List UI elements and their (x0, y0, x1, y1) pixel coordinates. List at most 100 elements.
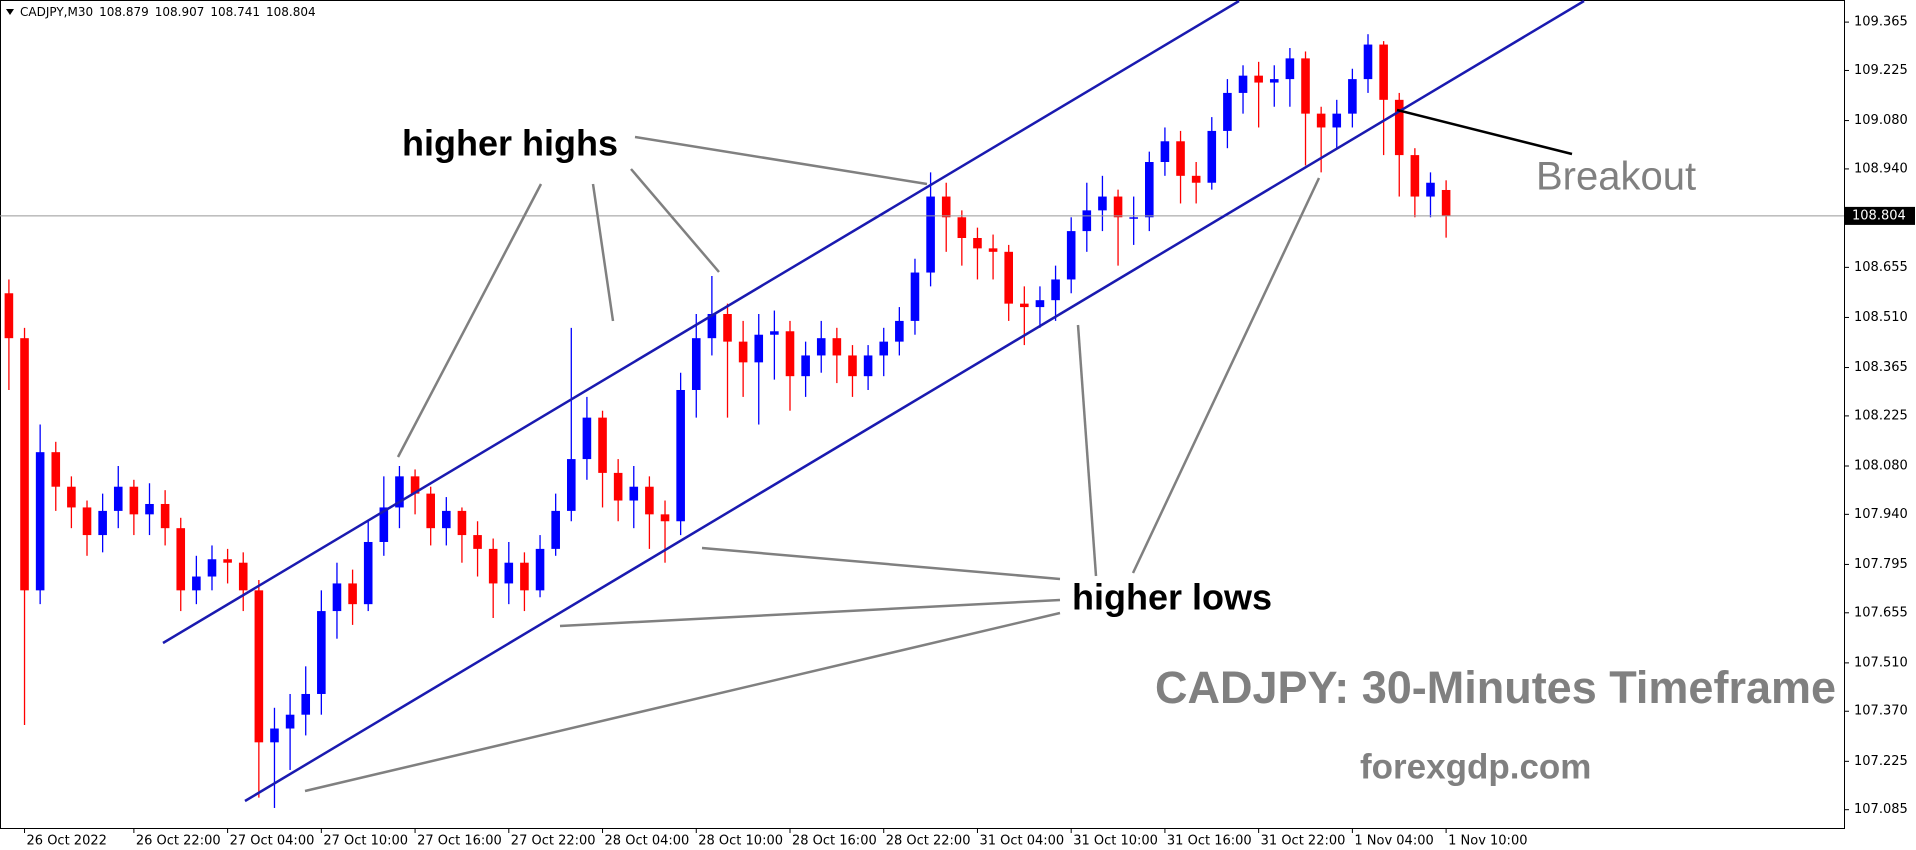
candle-body (1004, 251, 1013, 304)
candle-body (1051, 279, 1060, 301)
candle-body (1269, 79, 1279, 83)
candle-body (723, 313, 732, 342)
candle-body (535, 548, 545, 591)
menu-icon[interactable] (6, 9, 14, 15)
price-label-box (1845, 206, 1915, 225)
candle-body (129, 486, 139, 515)
candle-body (1082, 210, 1092, 232)
x-tick-label: 31 Oct 04:00 (979, 834, 1064, 849)
candle-body (1020, 303, 1029, 308)
candle-body (1332, 113, 1342, 128)
pointer (1131, 177, 1321, 574)
x-tick-label: 28 Oct 10:00 (698, 834, 783, 849)
pointer (1076, 324, 1098, 577)
x-tick-label: 31 Oct 16:00 (1167, 834, 1252, 849)
candle-body (1066, 231, 1076, 280)
candle-body (254, 590, 264, 743)
candle-body (848, 355, 857, 377)
candle-body (4, 293, 14, 339)
x-tick-label: 28 Oct 04:00 (605, 834, 690, 849)
candle-body (1129, 217, 1138, 219)
candle-body (801, 355, 810, 377)
candle-body (1426, 182, 1435, 197)
y-tick-label: 108.080 (1854, 458, 1908, 473)
candle-body (770, 331, 779, 335)
candle-body (67, 486, 76, 508)
y-tick-label: 107.940 (1854, 507, 1908, 522)
candle-body (332, 583, 342, 612)
pointer (630, 168, 720, 273)
candle-body (20, 338, 29, 591)
candle-body (941, 196, 951, 218)
pointers (304, 108, 1573, 793)
pointer (1396, 108, 1573, 156)
candle-body (582, 417, 592, 460)
candle-body (238, 562, 248, 591)
candle-body (879, 341, 889, 356)
candle-body (1441, 189, 1451, 216)
candle-body (785, 331, 795, 377)
y-tick-label: 108.655 (1854, 260, 1908, 275)
y-tick-label: 108.225 (1854, 408, 1908, 423)
candle-body (629, 486, 639, 501)
pointer (396, 183, 543, 458)
candle-body (1113, 196, 1123, 218)
candle-body (51, 452, 61, 487)
header-value: 108.907 (155, 5, 205, 19)
candle-body (348, 583, 357, 605)
candle-body (192, 576, 201, 591)
pointer (559, 598, 1061, 628)
candle-body (1410, 155, 1420, 197)
x-tick-label: 27 Oct 16:00 (417, 834, 502, 849)
y-tick-label: 109.225 (1854, 63, 1908, 78)
header-value: 108.879 (99, 5, 149, 19)
candle-body (1285, 58, 1295, 80)
header: CADJPY,M30 108.879 108.907 108.741 108.804 (20, 5, 316, 19)
candle-body (207, 559, 217, 577)
candle-body (910, 272, 920, 321)
watermark: forexgdp.com (1360, 747, 1591, 786)
candle-body (301, 693, 311, 715)
candle-body (82, 507, 92, 536)
candle-body (598, 417, 607, 473)
candle-body (473, 535, 482, 549)
candle-body (973, 238, 982, 249)
candle-body (363, 541, 373, 605)
candle-body (1145, 162, 1154, 218)
x-tick-label: 28 Oct 16:00 (792, 834, 877, 849)
x-tick-label: 26 Oct 2022 (27, 834, 107, 849)
candle-body (660, 514, 670, 522)
x-tick-label: 28 Oct 22:00 (886, 834, 971, 849)
candle-body (1191, 175, 1201, 183)
y-tick-label: 107.370 (1854, 704, 1908, 719)
pointer (634, 135, 928, 186)
candle-body (442, 510, 451, 529)
candle-body (738, 341, 748, 363)
x-tick-label: 1 Nov 10:00 (1448, 834, 1527, 849)
pointer (591, 183, 615, 322)
candle-body (1176, 141, 1185, 176)
candle-body (1348, 79, 1357, 114)
candle-body (1160, 141, 1170, 163)
pointer (701, 546, 1061, 581)
candle-body (113, 486, 123, 511)
candle-body (410, 476, 420, 494)
y-tick-label: 108.510 (1854, 310, 1908, 325)
x-tick-label: 31 Oct 22:00 (1261, 834, 1346, 849)
candle-body (676, 389, 685, 522)
x-tick-label: 26 Oct 22:00 (136, 834, 221, 849)
y-tick-label: 108.365 (1854, 360, 1908, 375)
candle-body (1207, 130, 1217, 183)
candle-body (145, 503, 154, 515)
channel (162, 0, 1585, 803)
price-label: 108.804 (1852, 208, 1906, 223)
y-tick-label: 108.940 (1854, 161, 1908, 176)
plot-area (0, 0, 1845, 829)
candle-body (98, 510, 107, 536)
candle-body (1254, 75, 1263, 83)
y-tick-label: 107.085 (1854, 802, 1908, 817)
candle-body (270, 728, 279, 743)
candle-body (1316, 113, 1326, 128)
candle-body (957, 217, 967, 239)
